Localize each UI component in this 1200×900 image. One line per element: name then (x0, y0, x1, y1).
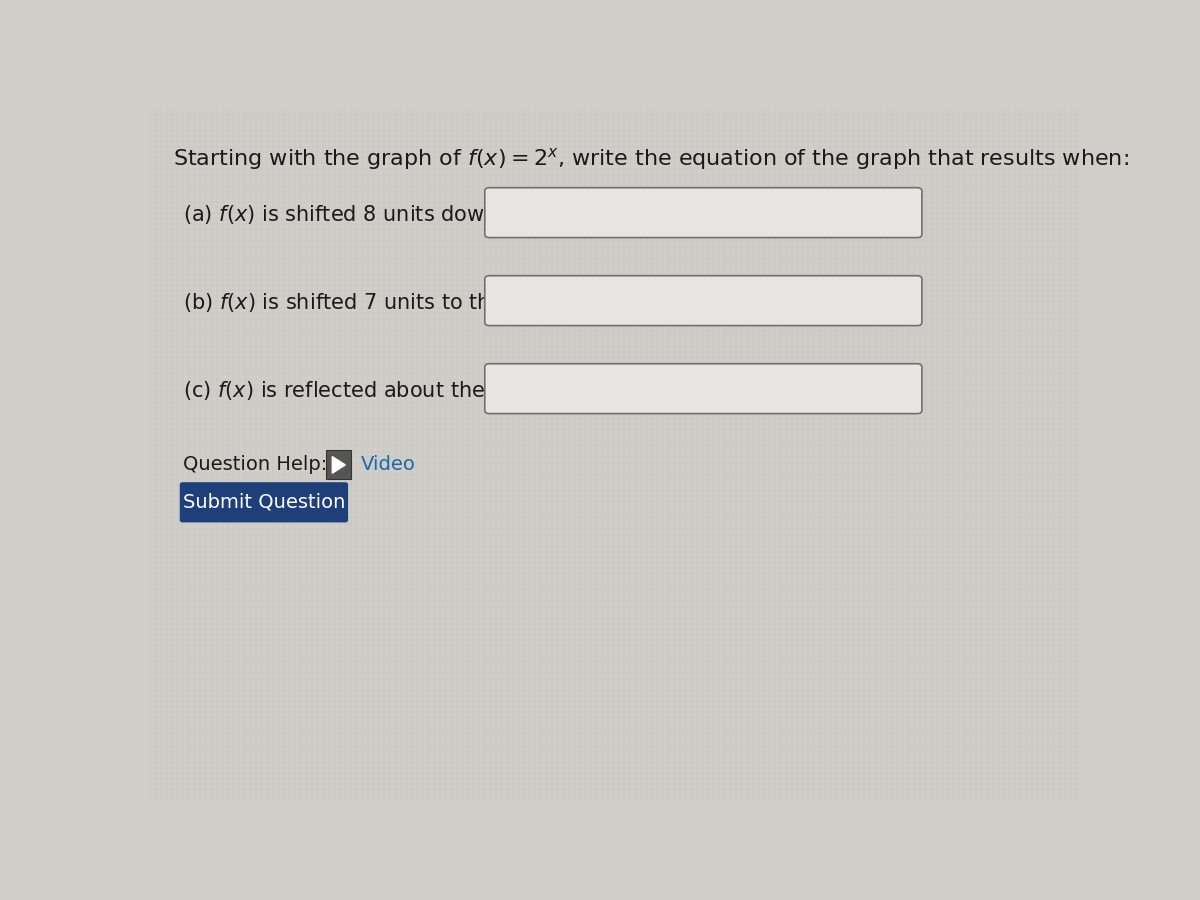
FancyBboxPatch shape (485, 275, 922, 326)
Text: (a) $f(x)$ is shifted 8 units downward.  $y =$: (a) $f(x)$ is shifted 8 units downward. … (182, 203, 602, 228)
Text: (c) $f(x)$ is reflected about the x-axis.  $y =$: (c) $f(x)$ is reflected about the x-axis… (182, 380, 606, 403)
FancyBboxPatch shape (180, 482, 348, 522)
Text: Starting with the graph of $f(x) = 2^x$, write the equation of the graph that re: Starting with the graph of $f(x) = 2^x$,… (173, 146, 1129, 172)
FancyBboxPatch shape (325, 450, 350, 480)
Polygon shape (332, 456, 346, 473)
FancyBboxPatch shape (485, 364, 922, 414)
Text: (b) $f(x)$ is shifted 7 units to the right.  $y =$: (b) $f(x)$ is shifted 7 units to the rig… (182, 292, 612, 315)
Text: Question Help:: Question Help: (182, 455, 326, 474)
FancyBboxPatch shape (485, 188, 922, 238)
Text: Submit Question: Submit Question (182, 493, 346, 512)
Text: Video: Video (361, 455, 416, 474)
